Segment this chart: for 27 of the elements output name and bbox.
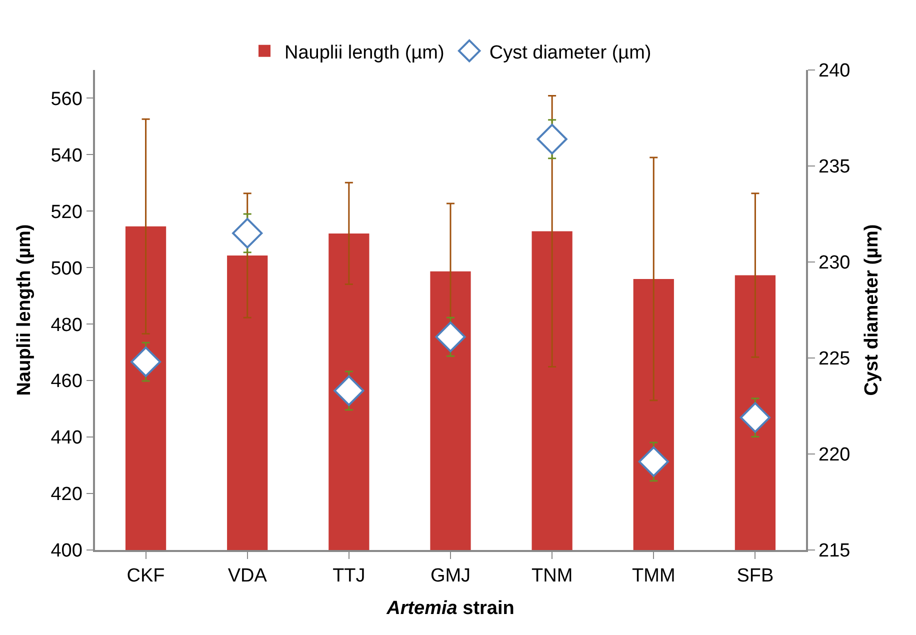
y-tick-label: 560 [50, 88, 82, 110]
y-tick-label: 420 [50, 484, 82, 506]
legend-label: Cyst diameter (µm) [489, 42, 652, 64]
y2-tick-label: 215 [818, 540, 850, 562]
x-tick-label: CKF [126, 566, 165, 587]
y-axis-title: Nauplii length (µm) [14, 224, 36, 396]
x-tick-label: TMM [632, 566, 676, 587]
y2-tick-label: 220 [818, 444, 850, 466]
x-tick-label: GMJ [430, 566, 471, 587]
y-tick-label: 520 [50, 202, 82, 223]
x-axis-title: Artemia strain [386, 598, 514, 619]
y-tick-label: 400 [50, 540, 82, 562]
x-tick-label: TNM [531, 566, 573, 587]
y2-tick-label: 235 [818, 156, 850, 178]
x-tick-label: SFB [736, 566, 774, 587]
y2-tick-label: 240 [818, 60, 850, 82]
y-tick-label: 480 [50, 314, 82, 336]
x-tick-label: TTJ [332, 566, 366, 587]
y2-tick-label: 225 [818, 348, 850, 370]
y-tick-label: 460 [50, 371, 82, 392]
x-tick-label: VDA [228, 566, 268, 587]
legend-label: Nauplii length (µm) [284, 42, 444, 64]
y-tick-label: 440 [50, 428, 82, 449]
y-tick-label: 500 [50, 258, 82, 280]
y-tick-label: 540 [50, 145, 82, 166]
y2-axis-title: Cyst diameter (µm) [862, 224, 883, 396]
y2-tick-label: 230 [818, 252, 850, 274]
